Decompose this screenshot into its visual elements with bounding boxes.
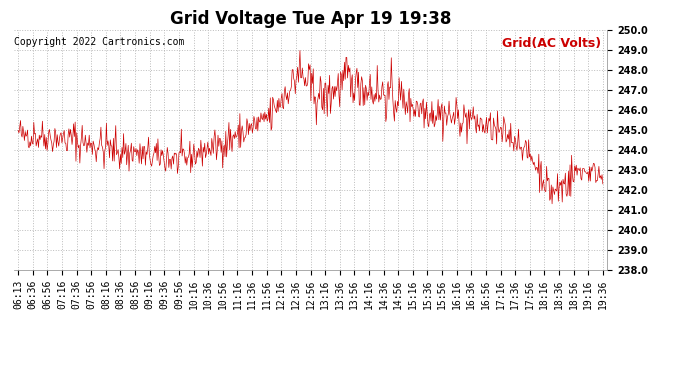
Text: Copyright 2022 Cartronics.com: Copyright 2022 Cartronics.com xyxy=(14,37,184,47)
Text: Grid(AC Volts): Grid(AC Volts) xyxy=(502,37,601,50)
Title: Grid Voltage Tue Apr 19 19:38: Grid Voltage Tue Apr 19 19:38 xyxy=(170,10,451,28)
